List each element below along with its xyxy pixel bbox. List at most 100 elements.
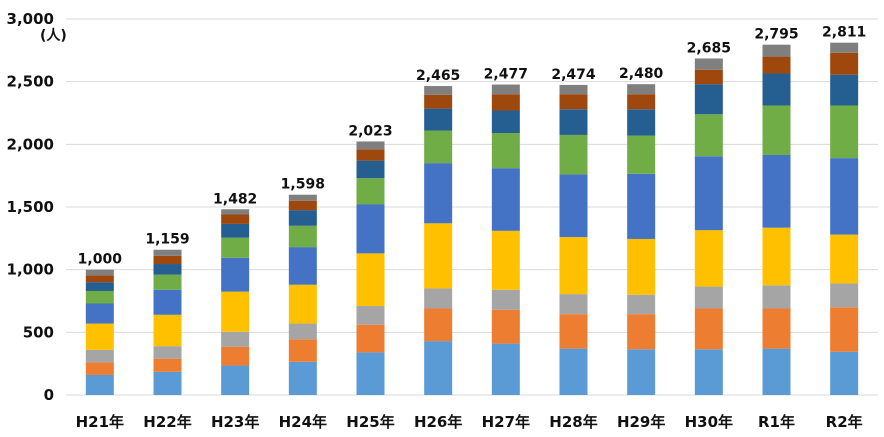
bar-segment <box>356 160 385 179</box>
x-category-label: R2年 <box>826 413 863 431</box>
bar-segment <box>221 331 250 347</box>
bar-segment <box>85 374 114 395</box>
x-category-label: H25年 <box>346 413 394 431</box>
bar-segment <box>85 323 114 350</box>
bar-segment <box>830 351 859 395</box>
bar-segment <box>694 308 723 350</box>
bar-total-label: 2,480 <box>619 66 664 82</box>
bar-total-label: 2,685 <box>687 40 731 56</box>
bar-segment <box>830 283 859 308</box>
bar-segment <box>762 285 791 309</box>
bar-segment <box>491 94 520 111</box>
bar-segment <box>627 238 656 295</box>
bar-segment <box>491 343 520 395</box>
bar-segment <box>356 352 385 395</box>
bar-total-label: 1,482 <box>213 191 257 207</box>
bars <box>85 42 859 395</box>
bar-segment <box>491 168 520 231</box>
bar-segment <box>153 371 182 395</box>
bar-segment <box>153 289 182 315</box>
y-axis: 0 500 1,000 1,500 2,000 2,500 3,000 <box>7 10 54 404</box>
bar-segment <box>288 323 317 340</box>
bar-segment <box>559 348 588 395</box>
bar-segment <box>491 309 520 344</box>
bar-segment <box>356 178 385 205</box>
bar-segment <box>830 234 859 284</box>
bar-segment <box>627 84 656 95</box>
bar-segment <box>288 361 317 395</box>
bar-segment <box>559 109 588 135</box>
bar-segment <box>85 303 114 324</box>
bar-segment <box>762 105 791 155</box>
bar-segment <box>559 237 588 295</box>
bar-total-label: 2,474 <box>551 67 596 83</box>
y-tick-label: 3,000 <box>7 10 54 28</box>
x-category-label: H27年 <box>482 413 530 431</box>
bar-segment <box>559 294 588 315</box>
x-category-label: H23年 <box>211 413 259 431</box>
bar-segment <box>491 84 520 95</box>
bar-segment <box>221 365 250 395</box>
x-category-label: H26年 <box>414 413 462 431</box>
bar-segment <box>221 214 250 224</box>
bar-segment <box>424 108 453 131</box>
bar-segment <box>153 314 182 347</box>
bar-segment <box>221 291 250 332</box>
bar-segment <box>762 348 791 395</box>
bar-segment <box>559 94 588 110</box>
bar-segment <box>424 288 453 309</box>
bar-segment <box>288 225 317 248</box>
bar-segment <box>830 105 859 159</box>
x-category-label: H24年 <box>279 413 327 431</box>
bar-segment <box>830 74 859 106</box>
bar-segment <box>221 346 250 366</box>
bar-segment <box>694 286 723 309</box>
bar-segment <box>153 249 182 256</box>
bar-segment <box>221 209 250 215</box>
bar-segment <box>559 174 588 238</box>
bar-segment <box>627 135 656 174</box>
bar-segment <box>356 204 385 254</box>
bar-segment <box>85 290 114 304</box>
bar-segment <box>153 264 182 275</box>
bar-segment <box>288 339 317 362</box>
y-tick-label: 500 <box>23 323 54 341</box>
bar-segment <box>627 173 656 239</box>
bar-segment <box>491 110 520 134</box>
bar-segment <box>85 349 114 363</box>
bar-segment <box>559 134 588 175</box>
x-category-label: H30年 <box>685 413 733 431</box>
bar-segment <box>221 237 250 258</box>
bar-segment <box>830 307 859 352</box>
bar-segment <box>356 149 385 161</box>
bar-segment <box>288 210 317 226</box>
bar-segment <box>694 230 723 287</box>
bar-segment <box>694 349 723 395</box>
bar-segment <box>356 306 385 325</box>
bar-segment <box>356 324 385 353</box>
bar-segment <box>762 227 791 286</box>
bar-segment <box>627 294 656 315</box>
y-tick-label: 1,500 <box>7 198 54 216</box>
bar-segment <box>491 133 520 169</box>
bar-segment <box>627 314 656 350</box>
bar-total-label: 2,811 <box>822 25 866 41</box>
bar-segment <box>424 341 453 395</box>
bar-segment <box>762 73 791 106</box>
bar-segment <box>356 253 385 307</box>
bar-segment <box>424 163 453 224</box>
bar-total-label: 2,023 <box>348 123 392 139</box>
bar-segment <box>424 308 453 342</box>
bar-segment <box>424 86 453 95</box>
bar-segment <box>559 84 588 95</box>
bar-segment <box>424 94 453 109</box>
x-axis: H21年 H22年 H23年 H24年 H25年 H26年 H27年 H28年 H29年 H30年… <box>76 413 863 431</box>
bar-segment <box>85 275 114 283</box>
bar-segment <box>221 223 250 238</box>
bar-total-label: 2,477 <box>484 67 528 83</box>
y-axis-unit-label: (人) <box>40 27 67 44</box>
total-labels: 1,000 1,159 1,482 1,598 2,023 2,465 2,477 2,474… <box>78 25 867 268</box>
bar-total-label: 2,465 <box>416 68 460 84</box>
bar-segment <box>85 362 114 375</box>
